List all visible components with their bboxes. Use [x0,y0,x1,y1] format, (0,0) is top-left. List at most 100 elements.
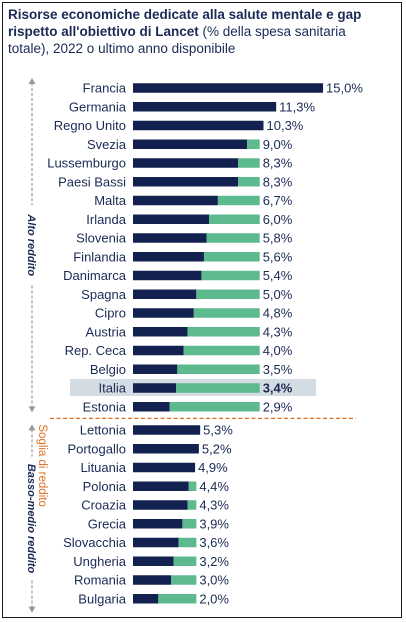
category-label: Francia [83,81,127,96]
bar-value-19 [133,444,199,454]
bar-gap-25 [173,556,197,566]
chart-title: Risorse economiche dedicate alla salute … [8,6,388,57]
bar-gap-5 [238,177,260,187]
value-label: 2,9% [263,399,293,414]
bar-gap-21 [188,481,197,491]
category-label: Grecia [88,516,127,531]
category-label: Italia [99,381,127,396]
value-label: 10,3% [267,118,304,133]
bar-value-9 [133,252,204,262]
bar-value-8 [133,233,207,243]
bar-gap-12 [193,308,260,318]
category-label: Austria [86,324,127,339]
category-label: Rep. Ceca [65,343,127,358]
bar-value-5 [133,177,239,187]
bar-value-23 [133,519,183,529]
bar-value-27 [133,594,159,604]
category-label: Danimarca [63,268,127,283]
bar-gap-7 [209,214,260,224]
bar-value-2 [133,120,264,131]
category-label: Svezia [87,137,127,152]
bar-value-13 [133,327,188,337]
bar-gap-6 [217,195,260,206]
bar-value-17 [133,402,170,412]
bar-value-15 [133,364,178,374]
category-label: Irlanda [86,212,127,227]
category-label: Portogallo [67,441,126,456]
bar-value-18 [133,425,201,435]
category-label: Lituania [80,460,126,475]
bar-gap-8 [206,233,260,243]
category-label: Estonia [83,399,127,414]
bar-value-10 [133,270,202,281]
bar-gap-11 [196,289,260,299]
group-label: Alto reddito [25,213,37,276]
value-label: 6,7% [263,193,293,208]
value-label: 8,3% [263,174,293,189]
category-label: Slovacchia [63,535,127,550]
value-label: 3,6% [199,535,229,550]
category-label: Romania [74,573,127,588]
chart-title-bold: Risorse economiche dedicate alla salute … [8,7,362,39]
value-label: 4,8% [263,306,293,321]
category-label: Regno Unito [54,118,126,133]
value-label: 5,0% [263,287,293,302]
bar-gap-3 [247,139,260,149]
bar-gap-16 [176,383,260,393]
value-label: 5,3% [203,423,233,438]
bar-gap-14 [183,345,260,356]
bar-value-0 [133,83,324,93]
value-label: 6,0% [263,212,293,227]
threshold-label: Soglia di reddito [36,424,48,506]
value-label: 4,3% [199,498,229,513]
arrow-head-up-icon [28,424,36,431]
value-label: 11,3% [279,99,315,114]
bar-gap-27 [158,594,197,604]
category-label: Bulgaria [78,591,126,606]
bar-value-1 [133,102,277,112]
category-label: Croazia [81,498,127,513]
bar-gap-23 [182,519,197,529]
bar-value-7 [133,214,210,224]
bar-gap-10 [201,270,260,281]
bar-gap-17 [169,402,260,412]
category-label: Slovenia [76,231,127,246]
bar-gap-15 [177,364,260,374]
arrow-head-down-icon [28,406,36,413]
bar-value-6 [133,195,218,206]
value-label: 5,2% [202,441,232,456]
value-label: 3,4% [263,381,293,396]
bar-value-4 [133,158,239,168]
bar-gap-24 [178,537,197,548]
category-label: Lussemburgo [47,156,126,171]
bar-value-3 [133,139,248,149]
bar-value-22 [133,500,188,510]
value-label: 5,4% [263,268,293,283]
value-label: 4,0% [263,343,293,358]
value-label: 8,3% [263,156,293,171]
value-label: 3,0% [199,573,229,588]
value-label: 5,8% [263,231,293,246]
bar-value-16 [133,383,177,393]
bar-gap-22 [187,500,197,510]
category-label: Germania [69,99,127,114]
bar-value-20 [133,462,196,473]
value-label: 4,4% [199,479,229,494]
value-label: 3,9% [199,516,229,531]
value-label: 9,0% [263,137,293,152]
category-label: Spagna [81,287,127,302]
arrow-head-up-icon [28,78,36,84]
bar-value-21 [133,481,189,491]
category-label: Malta [94,193,127,208]
category-label: Belgio [90,362,126,377]
bar-value-14 [133,345,184,356]
category-label: Finlandia [73,249,127,264]
bar-gap-9 [203,252,260,262]
value-label: 4,9% [198,460,228,475]
category-label: Cipro [95,306,126,321]
bar-gap-4 [238,158,260,168]
category-label: Paesi Bassi [58,174,126,189]
value-label: 3,2% [199,554,229,569]
category-label: Polonia [83,479,127,494]
bar-value-26 [133,575,172,585]
